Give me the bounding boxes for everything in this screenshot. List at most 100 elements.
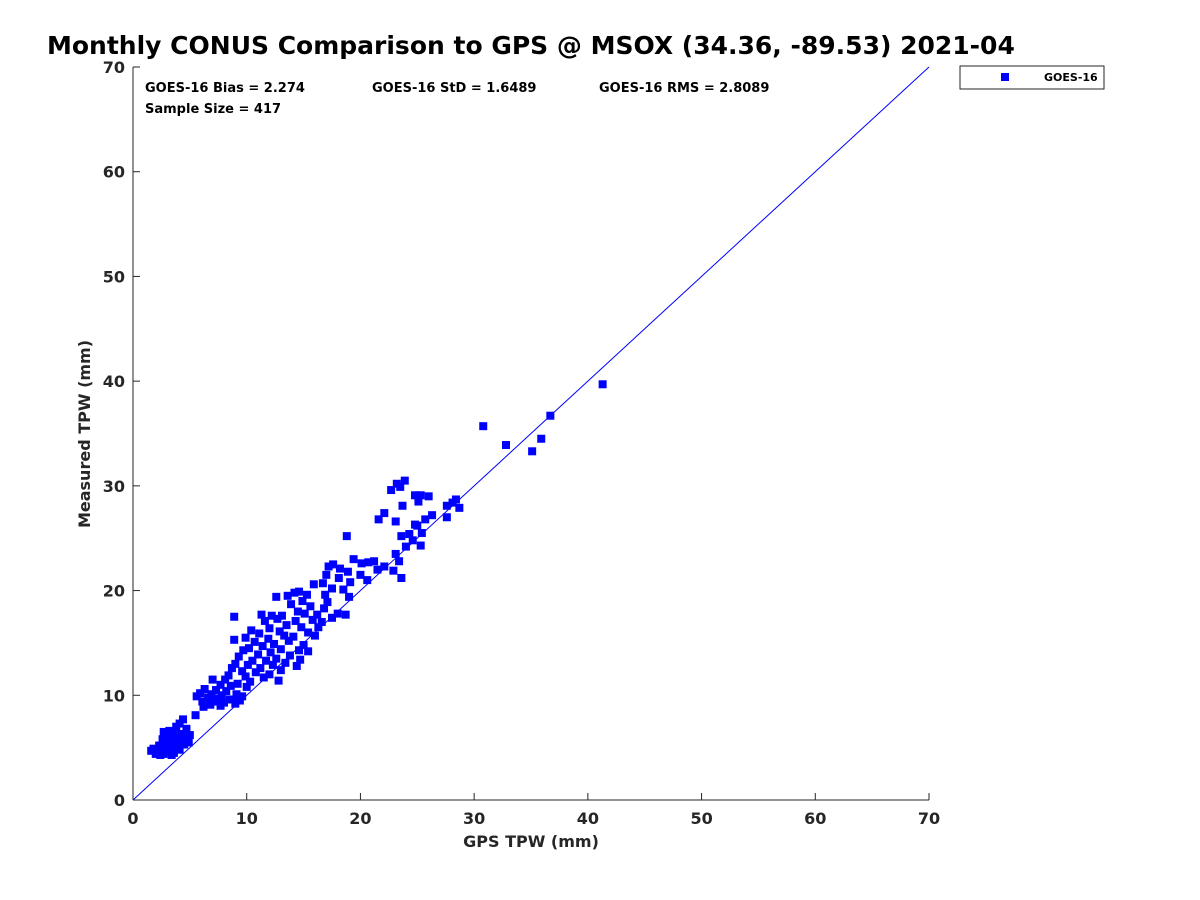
data-point xyxy=(151,749,160,758)
x-tick-label: 50 xyxy=(690,809,712,828)
x-axis-ticks: 0 10 20 30 40 50 60 70 xyxy=(127,793,940,828)
data-point xyxy=(283,591,292,600)
data-point xyxy=(259,673,268,682)
data-point xyxy=(230,635,239,644)
data-point xyxy=(184,738,193,747)
data-point xyxy=(413,521,422,530)
data-point xyxy=(255,629,264,638)
data-point xyxy=(231,699,240,708)
data-point xyxy=(343,567,352,576)
data-point xyxy=(221,675,230,684)
data-point xyxy=(322,570,331,579)
x-tick-label: 20 xyxy=(349,809,371,828)
data-point xyxy=(401,542,410,551)
data-point xyxy=(235,696,244,705)
data-point xyxy=(424,492,433,501)
data-point xyxy=(210,697,219,706)
data-point xyxy=(448,498,457,507)
data-point xyxy=(341,610,350,619)
data-point xyxy=(310,631,319,640)
data-point xyxy=(268,660,277,669)
sample-size-stat: Sample Size = 417 xyxy=(145,102,281,117)
data-point xyxy=(333,609,342,618)
data-point xyxy=(198,697,207,706)
data-point xyxy=(281,658,290,667)
data-point xyxy=(442,501,451,510)
data-point xyxy=(416,541,425,550)
data-point xyxy=(167,750,176,759)
data-point xyxy=(455,503,464,512)
data-point xyxy=(165,726,174,735)
data-point xyxy=(206,700,215,709)
data-point xyxy=(373,565,382,574)
data-point xyxy=(183,734,192,743)
data-point xyxy=(328,584,336,593)
data-point xyxy=(262,656,271,665)
x-axis-label: GPS TPW (mm) xyxy=(463,832,599,851)
data-point xyxy=(248,656,257,665)
data-point xyxy=(216,680,225,689)
x-tick-label: 30 xyxy=(463,809,485,828)
data-point xyxy=(318,579,327,588)
data-point xyxy=(212,686,221,695)
data-point xyxy=(342,532,351,541)
data-point xyxy=(241,633,250,642)
data-point xyxy=(156,750,165,759)
data-point xyxy=(546,411,555,420)
data-point xyxy=(272,592,281,601)
data-point xyxy=(389,566,398,575)
data-point xyxy=(238,692,247,701)
data-point xyxy=(317,617,326,626)
data-point xyxy=(292,661,301,670)
data-point xyxy=(297,623,306,632)
data-point xyxy=(398,501,407,510)
data-point xyxy=(320,604,329,613)
data-point xyxy=(391,549,400,558)
data-point xyxy=(374,515,383,524)
data-point xyxy=(287,600,296,609)
data-point xyxy=(204,693,213,702)
y-tick-label: 20 xyxy=(103,582,125,601)
data-point xyxy=(272,654,281,663)
bias-stat: GOES-16 Bias = 2.274 xyxy=(145,81,305,96)
data-point xyxy=(528,447,537,456)
data-point xyxy=(302,590,311,599)
data-point xyxy=(280,631,289,640)
data-point xyxy=(159,727,168,736)
data-point xyxy=(256,664,265,673)
data-point xyxy=(380,562,389,571)
data-point xyxy=(276,666,285,675)
std-stat: GOES-16 StD = 1.6489 xyxy=(372,81,536,96)
data-point xyxy=(250,637,259,646)
data-point xyxy=(147,746,156,755)
y-tick-label: 70 xyxy=(103,58,125,77)
data-point xyxy=(266,648,275,657)
data-point xyxy=(323,598,332,607)
data-point xyxy=(421,515,430,524)
data-point xyxy=(364,558,373,567)
data-point xyxy=(179,715,188,724)
data-point xyxy=(329,560,338,569)
data-point xyxy=(405,530,414,539)
y-tick-label: 0 xyxy=(114,791,125,810)
data-point xyxy=(199,702,208,711)
data-point xyxy=(414,497,423,506)
data-point xyxy=(397,532,406,541)
y-tick-label: 40 xyxy=(103,372,125,391)
data-point xyxy=(357,559,366,568)
data-point xyxy=(175,745,184,754)
data-point xyxy=(306,602,315,611)
data-point xyxy=(416,491,425,500)
data-point xyxy=(264,634,273,643)
data-point xyxy=(222,687,231,696)
data-point xyxy=(537,434,546,443)
data-point xyxy=(275,627,284,636)
data-point xyxy=(247,626,256,635)
data-point xyxy=(230,612,239,621)
data-point xyxy=(158,735,167,744)
data-point xyxy=(442,513,451,522)
data-point xyxy=(345,592,354,601)
data-point xyxy=(328,613,336,622)
data-point xyxy=(285,651,294,660)
data-point xyxy=(289,632,298,641)
